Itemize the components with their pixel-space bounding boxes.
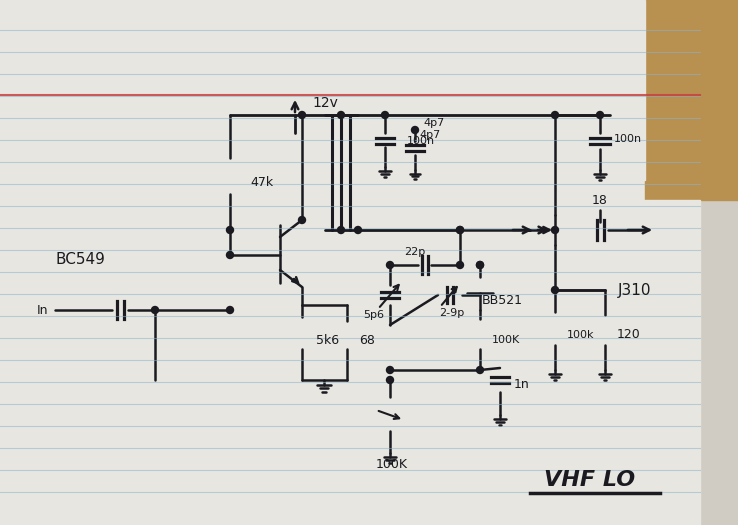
Text: VHF LO: VHF LO [545, 470, 635, 490]
Text: J310: J310 [618, 282, 652, 298]
Text: 18: 18 [592, 194, 608, 206]
Circle shape [412, 127, 418, 133]
Circle shape [227, 307, 233, 313]
Polygon shape [645, 0, 738, 200]
Bar [339, 321, 355, 349]
Circle shape [596, 111, 604, 119]
Text: In: In [36, 303, 48, 317]
Circle shape [227, 226, 233, 234]
Text: BB521: BB521 [481, 293, 523, 307]
Circle shape [387, 366, 393, 373]
Text: 100K: 100K [376, 458, 408, 471]
Bar [0, 200, 700, 525]
Circle shape [337, 226, 345, 234]
Bar [472, 321, 488, 349]
Text: 100n: 100n [614, 134, 642, 144]
Circle shape [477, 366, 483, 373]
Text: 5p6: 5p6 [364, 310, 384, 320]
Text: 22p: 22p [404, 247, 426, 257]
Polygon shape [0, 0, 645, 200]
Circle shape [477, 261, 483, 268]
Text: 47k: 47k [250, 176, 273, 190]
Text: 5k6: 5k6 [316, 333, 339, 346]
Circle shape [227, 251, 233, 258]
Circle shape [337, 111, 345, 119]
Circle shape [457, 261, 463, 268]
Circle shape [457, 226, 463, 234]
Circle shape [387, 261, 393, 268]
Text: 68: 68 [359, 333, 375, 346]
Text: 12v: 12v [312, 96, 338, 110]
Circle shape [551, 226, 559, 234]
Bar [222, 162, 238, 194]
Circle shape [387, 376, 393, 383]
Text: 4p7: 4p7 [419, 130, 441, 140]
Circle shape [151, 307, 159, 313]
Text: 2-9p: 2-9p [439, 308, 465, 318]
Text: 100K: 100K [492, 335, 520, 345]
Bar [547, 315, 563, 345]
Circle shape [382, 111, 388, 119]
Bar [294, 321, 310, 349]
Bar [381, 399, 399, 431]
Text: BC549: BC549 [55, 253, 105, 268]
Circle shape [477, 261, 483, 268]
Polygon shape [680, 0, 738, 525]
Bar [597, 315, 613, 345]
Text: 100n: 100n [407, 136, 435, 146]
Circle shape [551, 287, 559, 293]
Text: 1n: 1n [514, 379, 530, 392]
Circle shape [354, 226, 362, 234]
Text: 120: 120 [617, 329, 641, 341]
Circle shape [298, 111, 306, 119]
Circle shape [457, 226, 463, 234]
Polygon shape [468, 277, 492, 293]
Text: 4p7: 4p7 [423, 118, 444, 128]
Circle shape [298, 216, 306, 224]
Text: 100k: 100k [567, 330, 595, 340]
Circle shape [551, 111, 559, 119]
